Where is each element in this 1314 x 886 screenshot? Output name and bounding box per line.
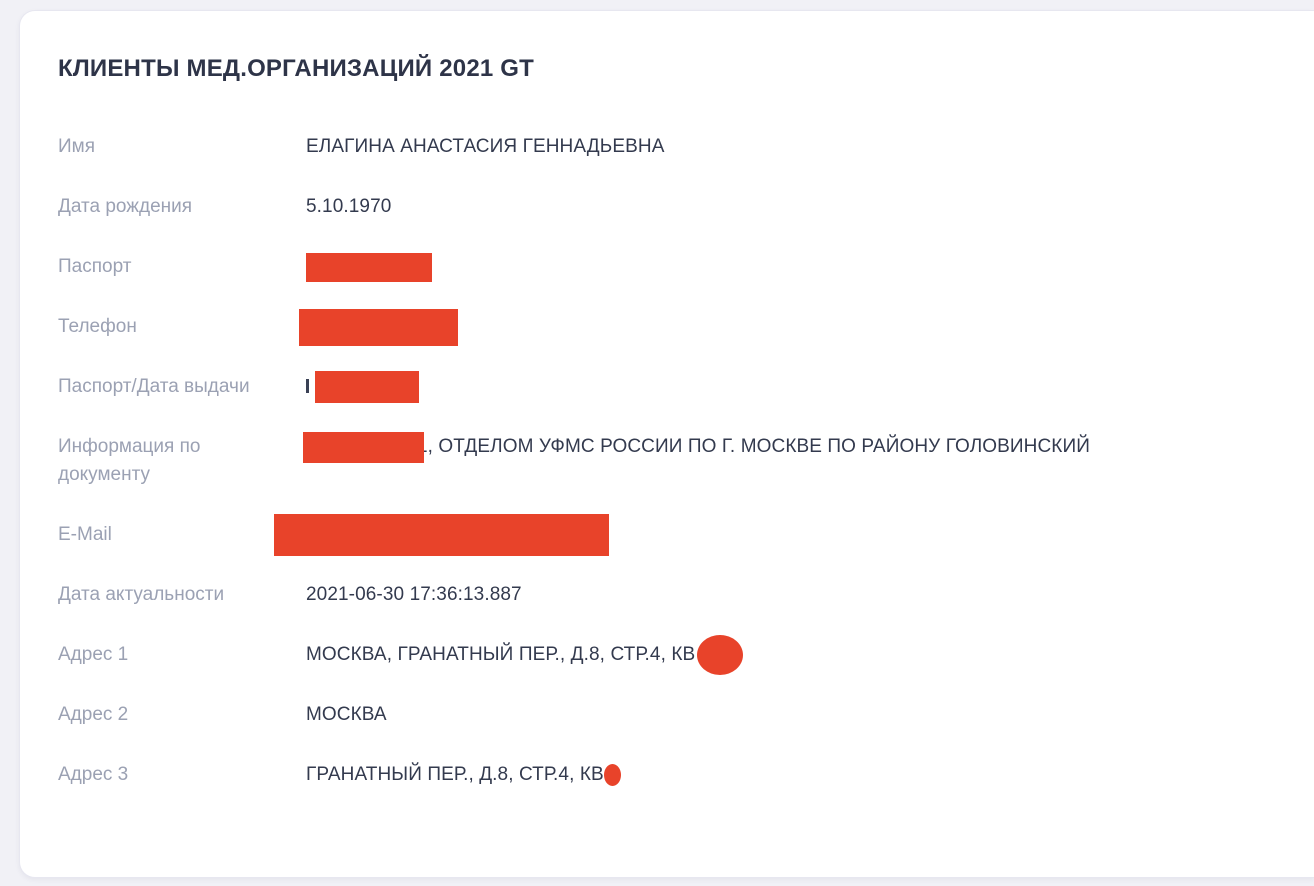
field-row-actuality-date: Дата актуальности 2021-06-30 17:36:13.88…	[58, 581, 1284, 609]
field-value	[274, 514, 609, 557]
field-value-text: ГРАНАТНЫЙ ПЕР., Д.8, СТР.4, КВ.	[306, 764, 610, 786]
redaction-bar	[306, 252, 432, 282]
field-row-address-2: Адрес 2 МОСКВА	[58, 701, 1284, 729]
field-value-text: 1, ОТДЕЛОМ УФМС РОССИИ ПО Г. МОСКВЕ ПО Р…	[417, 436, 1090, 458]
record-fields: Имя ЕЛАГИНА АНАСТАСИЯ ГЕННАДЬЕВНА Дата р…	[58, 133, 1284, 789]
redaction-bar	[303, 431, 424, 463]
field-value: 2021-06-30 17:36:13.887	[306, 581, 522, 609]
field-label: Дата рождения	[58, 196, 193, 217]
field-row-document-info: Информация по документу 1, ОТДЕЛОМ УФМС …	[58, 431, 1284, 489]
field-row-birth-date: Дата рождения 5.10.1970	[58, 193, 1284, 221]
redaction-bar	[299, 308, 458, 346]
field-value-text: ЕЛАГИНА АНАСТАСИЯ ГЕННАДЬЕВНА	[306, 136, 665, 157]
field-value: МОСКВА	[306, 701, 387, 729]
field-value: ГРАНАТНЫЙ ПЕР., Д.8, СТР.4, КВ.0	[306, 761, 622, 789]
field-label: Информация по документу	[58, 436, 201, 486]
field-row-phone: Телефон	[58, 308, 1284, 346]
redaction-bar	[274, 514, 609, 557]
field-label: Паспорт	[58, 256, 132, 277]
field-value: 1, ОТДЕЛОМ УФМС РОССИИ ПО Г. МОСКВЕ ПО Р…	[303, 431, 1090, 463]
field-row-passport: Паспорт	[58, 252, 1284, 282]
field-label: Адрес 3	[58, 764, 129, 786]
field-row-passport-issue-date: Паспорт/Дата выдачи	[58, 371, 1284, 404]
field-label: Телефон	[58, 316, 137, 338]
field-row-address-3: Адрес 3 ГРАНАТНЫЙ ПЕР., Д.8, СТР.4, КВ.0	[58, 761, 1284, 789]
field-value-text: 5.10.1970	[306, 196, 392, 217]
field-value-text: МОСКВА, ГРАНАТНЫЙ ПЕР., Д.8, СТР.4, КВ	[306, 644, 696, 666]
record-card: КЛИЕНТЫ МЕД.ОРГАНИЗАЦИЙ 2021 GT Имя ЕЛАГ…	[19, 10, 1314, 878]
field-label: Дата актуальности	[58, 584, 225, 606]
field-label: Имя	[58, 136, 96, 157]
field-label: E-Mail	[58, 524, 112, 546]
field-value-text: 2021-06-30 17:36:13.887	[306, 584, 522, 606]
field-label: Адрес 1	[58, 644, 129, 666]
covered-char: 0	[604, 761, 622, 789]
field-value-text: МОСКВА	[306, 704, 387, 726]
redaction-ellipse	[604, 764, 622, 787]
field-value	[299, 308, 458, 346]
field-value: 5.10.1970	[306, 193, 391, 221]
redaction-bar	[315, 371, 419, 404]
field-value	[306, 252, 432, 282]
page-title: КЛИЕНТЫ МЕД.ОРГАНИЗАЦИЙ 2021 GT	[58, 55, 535, 82]
field-label: Адрес 2	[58, 704, 129, 726]
field-value: ЕЛАГИНА АНАСТАСИЯ ГЕННАДЬЕВНА	[306, 133, 664, 161]
field-row-name: Имя ЕЛАГИНА АНАСТАСИЯ ГЕННАДЬЕВНА	[58, 133, 1284, 161]
field-row-email: E-Mail	[58, 514, 1284, 557]
field-value: МОСКВА, ГРАНАТНЫЙ ПЕР., Д.8, СТР.4, КВ	[306, 635, 744, 676]
redaction-ellipse	[697, 635, 744, 676]
redaction-sliver	[306, 379, 309, 394]
field-value	[306, 371, 419, 404]
field-row-address-1: Адрес 1 МОСКВА, ГРАНАТНЫЙ ПЕР., Д.8, СТР…	[58, 635, 1284, 676]
field-label: Паспорт/Дата выдачи	[58, 376, 250, 398]
